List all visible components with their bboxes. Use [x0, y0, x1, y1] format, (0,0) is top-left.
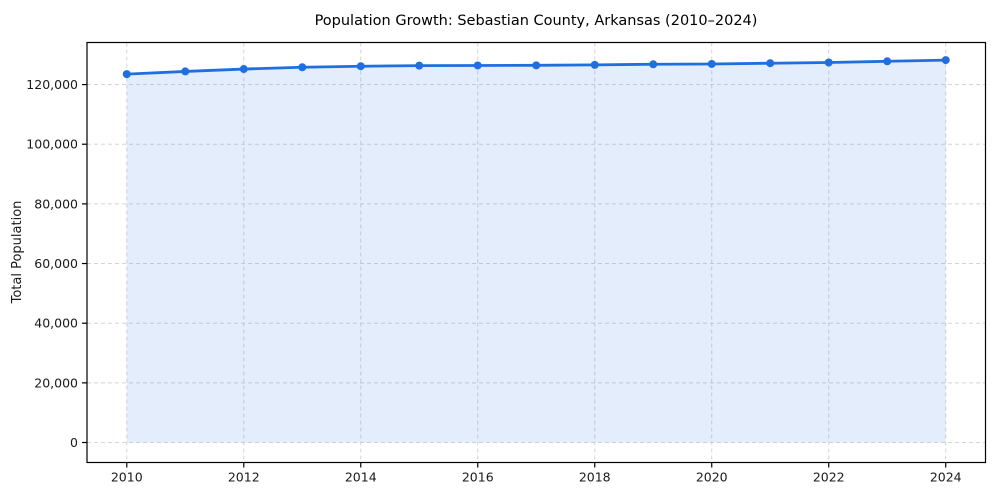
y-tick-label-120000: 120,000	[26, 77, 78, 92]
gridlines-layer	[87, 42, 986, 463]
y-tick-label-0: 0	[70, 435, 78, 450]
y-tick-label-100000: 100,000	[26, 137, 78, 152]
tick-marks-layer	[82, 83, 947, 468]
y-tick-label-60000: 60,000	[34, 256, 78, 271]
x-tick-label-2014: 2014	[345, 470, 377, 485]
data-point-2023	[883, 57, 892, 66]
x-tick-label-2016: 2016	[462, 470, 494, 485]
x-tick-label-2018: 2018	[579, 470, 611, 485]
chart-title: Population Growth: Sebastian County, Ark…	[315, 13, 758, 29]
plot-border-layer	[86, 41, 987, 464]
area-fill	[126, 60, 946, 443]
data-point-2017	[532, 61, 541, 70]
data-markers-layer	[122, 56, 950, 79]
x-tick-label-2010: 2010	[111, 470, 143, 485]
data-point-2024	[941, 56, 950, 65]
data-point-2019	[649, 60, 658, 69]
x-tick-label-2012: 2012	[228, 470, 260, 485]
data-point-2020	[707, 59, 716, 68]
data-point-2012	[239, 65, 248, 74]
x-tick-label-2024: 2024	[930, 470, 962, 485]
data-point-2021	[766, 59, 775, 68]
data-point-2014	[356, 62, 365, 71]
data-point-2022	[824, 58, 833, 67]
x-tick-label-2022: 2022	[813, 470, 845, 485]
plot-border	[86, 41, 987, 464]
y-tick-label-80000: 80,000	[34, 196, 78, 211]
area-fill-layer	[126, 60, 946, 443]
y-tick-label-40000: 40,000	[34, 316, 78, 331]
data-point-2013	[298, 63, 307, 72]
tick-labels-layer: 0 20,000 40,000 60,000 80,000 100,000 120,000 2…	[26, 77, 961, 484]
x-tick-label-2020: 2020	[696, 470, 728, 485]
data-point-2016	[473, 61, 482, 70]
data-point-2015	[415, 61, 424, 70]
y-tick-label-20000: 20,000	[34, 375, 78, 390]
data-point-2018	[590, 60, 599, 69]
data-point-2011	[181, 67, 190, 76]
data-point-2010	[122, 70, 131, 79]
y-axis-label: Total Population	[10, 201, 25, 305]
